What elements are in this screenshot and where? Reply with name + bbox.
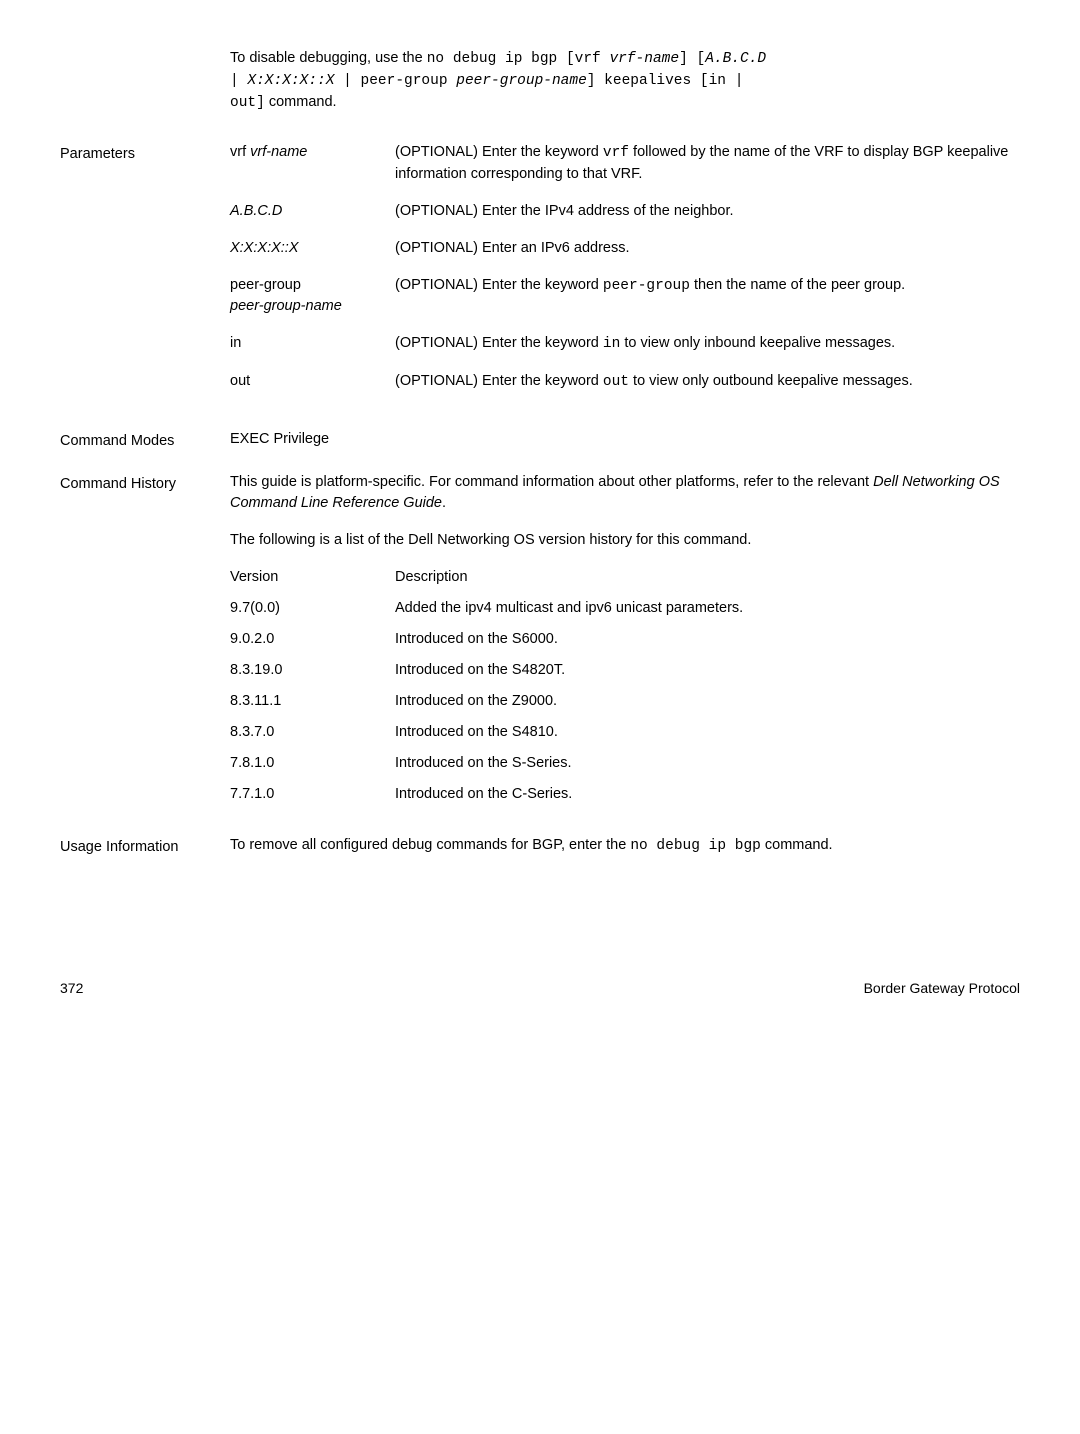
history-desc: Added the ipv4 multicast and ipv6 unicas… xyxy=(395,598,1020,619)
param-peergroup-desc: (OPTIONAL) Enter the keyword peer-group … xyxy=(395,275,1020,317)
parameters-section: Parameters vrf vrf-name (OPTIONAL) Enter… xyxy=(60,142,1020,409)
history-note: This guide is platform-specific. For com… xyxy=(230,472,1020,514)
history-header: Version Description xyxy=(230,567,1020,588)
usage-content: To remove all configured debug commands … xyxy=(230,835,1020,858)
history-version: 9.7(0.0) xyxy=(230,598,395,619)
history-desc: Introduced on the S-Series. xyxy=(395,753,1020,774)
param-peergroup-name: peer-grouppeer-group-name xyxy=(230,275,395,317)
intro-l2-i2: peer-group-name xyxy=(456,73,587,89)
page-number: 372 xyxy=(60,978,83,998)
param-in-name: in xyxy=(230,333,395,355)
param-in-desc: (OPTIONAL) Enter the keyword in to view … xyxy=(395,333,1020,355)
param-xxxx-name: X:X:X:X::X xyxy=(230,238,395,259)
history-desc: Introduced on the S4810. xyxy=(395,722,1020,743)
parameters-label: Parameters xyxy=(60,142,230,409)
command-modes-value: EXEC Privilege xyxy=(230,429,1020,452)
history-following: The following is a list of the Dell Netw… xyxy=(230,530,1020,551)
history-version: 9.0.2.0 xyxy=(230,629,395,650)
history-row: 9.0.2.0 Introduced on the S6000. xyxy=(230,629,1020,650)
history-version: 8.3.11.1 xyxy=(230,691,395,712)
history-desc: Introduced on the S4820T. xyxy=(395,660,1020,681)
history-version: 7.7.1.0 xyxy=(230,784,395,805)
history-version: 8.3.19.0 xyxy=(230,660,395,681)
history-header-version: Version xyxy=(230,567,395,588)
history-row: 8.3.19.0 Introduced on the S4820T. xyxy=(230,660,1020,681)
intro-cmd1: no debug ip bgp [vrf xyxy=(427,51,610,67)
intro-l2-a: | xyxy=(230,73,247,89)
history-desc: Introduced on the C-Series. xyxy=(395,784,1020,805)
intro-pre: To disable debugging, use the xyxy=(230,50,427,66)
intro-l2-i: X:X:X:X::X xyxy=(247,73,334,89)
param-out-desc: (OPTIONAL) Enter the keyword out to view… xyxy=(395,371,1020,393)
param-xxxx-desc: (OPTIONAL) Enter an IPv6 address. xyxy=(395,238,1020,259)
history-row: 9.7(0.0) Added the ipv4 multicast and ip… xyxy=(230,598,1020,619)
history-row: 7.8.1.0 Introduced on the S-Series. xyxy=(230,753,1020,774)
history-row: 8.3.7.0 Introduced on the S4810. xyxy=(230,722,1020,743)
history-row: 8.3.11.1 Introduced on the Z9000. xyxy=(230,691,1020,712)
history-version: 7.8.1.0 xyxy=(230,753,395,774)
usage-section: Usage Information To remove all configur… xyxy=(60,835,1020,858)
history-desc: Introduced on the S6000. xyxy=(395,629,1020,650)
intro-l2-b: | peer-group xyxy=(334,73,456,89)
param-abcd: A.B.C.D (OPTIONAL) Enter the IPv4 addres… xyxy=(230,201,1020,222)
usage-label: Usage Information xyxy=(60,835,230,858)
command-history-content: This guide is platform-specific. For com… xyxy=(230,472,1020,815)
command-history-label: Command History xyxy=(60,472,230,815)
history-desc: Introduced on the Z9000. xyxy=(395,691,1020,712)
param-xxxx: X:X:X:X::X (OPTIONAL) Enter an IPv6 addr… xyxy=(230,238,1020,259)
intro-cmd1-b: ] [ xyxy=(679,51,705,67)
intro-l3-b: command. xyxy=(265,94,337,110)
param-peergroup: peer-grouppeer-group-name (OPTIONAL) Ent… xyxy=(230,275,1020,317)
intro-cmd1-i: vrf-name xyxy=(609,51,679,67)
history-row: 7.7.1.0 Introduced on the C-Series. xyxy=(230,784,1020,805)
footer-title: Border Gateway Protocol xyxy=(864,978,1020,998)
param-vrf-name: vrf vrf-name xyxy=(230,142,395,185)
history-version: 8.3.7.0 xyxy=(230,722,395,743)
intro-cmd1-i2: A.B.C.D xyxy=(705,51,766,67)
param-abcd-desc: (OPTIONAL) Enter the IPv4 address of the… xyxy=(395,201,1020,222)
param-vrf-desc: (OPTIONAL) Enter the keyword vrf followe… xyxy=(395,142,1020,185)
param-abcd-name: A.B.C.D xyxy=(230,201,395,222)
param-out: out (OPTIONAL) Enter the keyword out to … xyxy=(230,371,1020,393)
param-in: in (OPTIONAL) Enter the keyword in to vi… xyxy=(230,333,1020,355)
command-history-section: Command History This guide is platform-s… xyxy=(60,472,1020,815)
intro-l3-a: out] xyxy=(230,95,265,111)
intro-l2-c: ] keepalives [in | xyxy=(587,73,744,89)
param-out-name: out xyxy=(230,371,395,393)
command-modes-section: Command Modes EXEC Privilege xyxy=(60,429,1020,452)
parameters-content: vrf vrf-name (OPTIONAL) Enter the keywor… xyxy=(230,142,1020,409)
intro-text: To disable debugging, use the no debug i… xyxy=(230,48,1020,114)
history-header-desc: Description xyxy=(395,567,1020,588)
command-modes-label: Command Modes xyxy=(60,429,230,452)
param-vrf: vrf vrf-name (OPTIONAL) Enter the keywor… xyxy=(230,142,1020,185)
page-footer: 372 Border Gateway Protocol xyxy=(60,978,1020,998)
